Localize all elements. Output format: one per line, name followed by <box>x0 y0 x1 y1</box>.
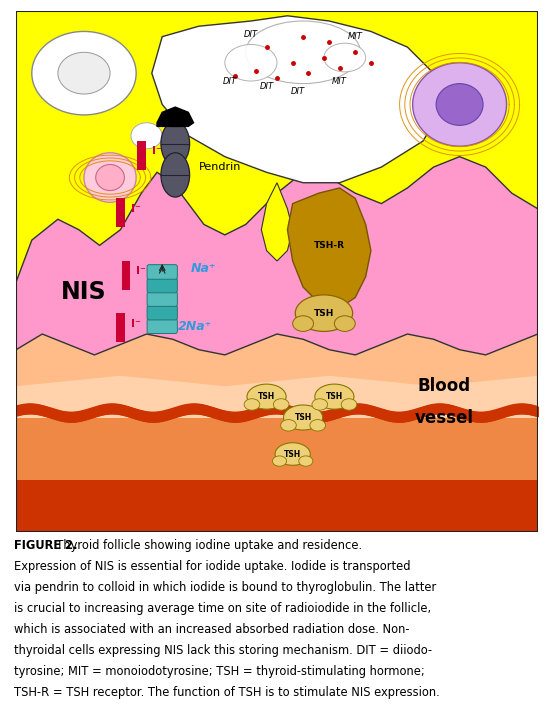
Bar <box>121 261 130 290</box>
Text: TSH: TSH <box>314 309 334 318</box>
Text: NIS: NIS <box>61 281 107 305</box>
Polygon shape <box>16 11 538 532</box>
Ellipse shape <box>436 84 483 125</box>
Polygon shape <box>16 157 538 532</box>
Text: Na⁺: Na⁺ <box>191 262 217 276</box>
Polygon shape <box>152 16 444 183</box>
Polygon shape <box>170 121 181 126</box>
Text: 2Na⁺: 2Na⁺ <box>178 319 212 333</box>
Polygon shape <box>288 188 371 308</box>
Polygon shape <box>16 334 538 532</box>
FancyBboxPatch shape <box>147 264 177 279</box>
Ellipse shape <box>310 419 326 431</box>
Text: MIT: MIT <box>332 77 347 85</box>
Text: DIT: DIT <box>291 87 305 96</box>
Ellipse shape <box>312 399 327 410</box>
Text: MIT: MIT <box>348 32 363 41</box>
Ellipse shape <box>161 153 189 197</box>
Ellipse shape <box>275 443 310 465</box>
Ellipse shape <box>284 405 322 430</box>
Ellipse shape <box>161 121 189 166</box>
Ellipse shape <box>247 384 286 409</box>
Text: thyroidal cells expressing NIS lack this storing mechanism. DIT = diiodo-: thyroidal cells expressing NIS lack this… <box>14 644 432 657</box>
Ellipse shape <box>295 295 353 331</box>
Ellipse shape <box>293 316 314 331</box>
Ellipse shape <box>244 399 260 410</box>
Ellipse shape <box>84 153 136 202</box>
Ellipse shape <box>32 32 136 115</box>
Polygon shape <box>16 417 538 532</box>
Text: Blood: Blood <box>417 377 470 396</box>
Ellipse shape <box>413 63 506 146</box>
Text: DIT: DIT <box>223 77 237 85</box>
Ellipse shape <box>58 52 110 94</box>
Text: via pendrin to colloid in which iodide is bound to thyroglobulin. The latter: via pendrin to colloid in which iodide i… <box>14 581 436 594</box>
Ellipse shape <box>335 316 355 331</box>
Polygon shape <box>261 183 293 261</box>
Text: TSH: TSH <box>258 392 275 401</box>
Ellipse shape <box>315 384 354 409</box>
Text: TSH-R = TSH receptor. The function of TSH is to stimulate NIS expression.: TSH-R = TSH receptor. The function of TS… <box>14 686 440 699</box>
Text: Thyroid follicle showing iodine uptake and residence.: Thyroid follicle showing iodine uptake a… <box>49 539 362 552</box>
FancyBboxPatch shape <box>147 319 177 333</box>
Text: tyrosine; MIT = monoiodotyrosine; TSH = thyroid-stimulating hormone;: tyrosine; MIT = monoiodotyrosine; TSH = … <box>14 665 424 678</box>
FancyBboxPatch shape <box>147 278 177 293</box>
Bar <box>137 141 146 170</box>
Text: I⁻: I⁻ <box>131 319 141 329</box>
Text: is crucial to increasing average time on site of radioiodide in the follicle,: is crucial to increasing average time on… <box>14 602 431 615</box>
Text: Pendrin: Pendrin <box>199 162 241 172</box>
Polygon shape <box>16 480 538 532</box>
Text: Expression of NIS is essential for iodide uptake. Iodide is transported: Expression of NIS is essential for iodid… <box>14 560 411 573</box>
Bar <box>116 198 125 227</box>
FancyBboxPatch shape <box>147 305 177 320</box>
Text: FIGURE 2.: FIGURE 2. <box>14 539 78 552</box>
Ellipse shape <box>225 44 277 81</box>
Ellipse shape <box>131 123 162 149</box>
FancyBboxPatch shape <box>147 292 177 307</box>
Polygon shape <box>157 107 193 126</box>
Text: TSH: TSH <box>284 450 301 458</box>
Text: DIT: DIT <box>259 82 274 91</box>
Ellipse shape <box>324 43 366 72</box>
Ellipse shape <box>96 164 125 190</box>
Polygon shape <box>16 376 538 532</box>
Ellipse shape <box>299 456 313 466</box>
Text: which is associated with an increased absorbed radiation dose. Non-: which is associated with an increased ab… <box>14 623 409 636</box>
Ellipse shape <box>273 456 286 466</box>
Text: I⁻: I⁻ <box>136 266 146 276</box>
Ellipse shape <box>273 399 289 410</box>
Text: TSH: TSH <box>295 413 312 422</box>
Bar <box>116 313 125 342</box>
Text: I⁻: I⁻ <box>152 147 162 157</box>
Text: DIT: DIT <box>244 30 258 39</box>
Ellipse shape <box>341 399 357 410</box>
Text: TSH-R: TSH-R <box>314 241 345 250</box>
Ellipse shape <box>245 21 361 84</box>
Text: vessel: vessel <box>414 408 474 427</box>
Text: I⁻: I⁻ <box>131 204 141 214</box>
Text: TSH: TSH <box>326 392 343 401</box>
Ellipse shape <box>281 419 296 431</box>
